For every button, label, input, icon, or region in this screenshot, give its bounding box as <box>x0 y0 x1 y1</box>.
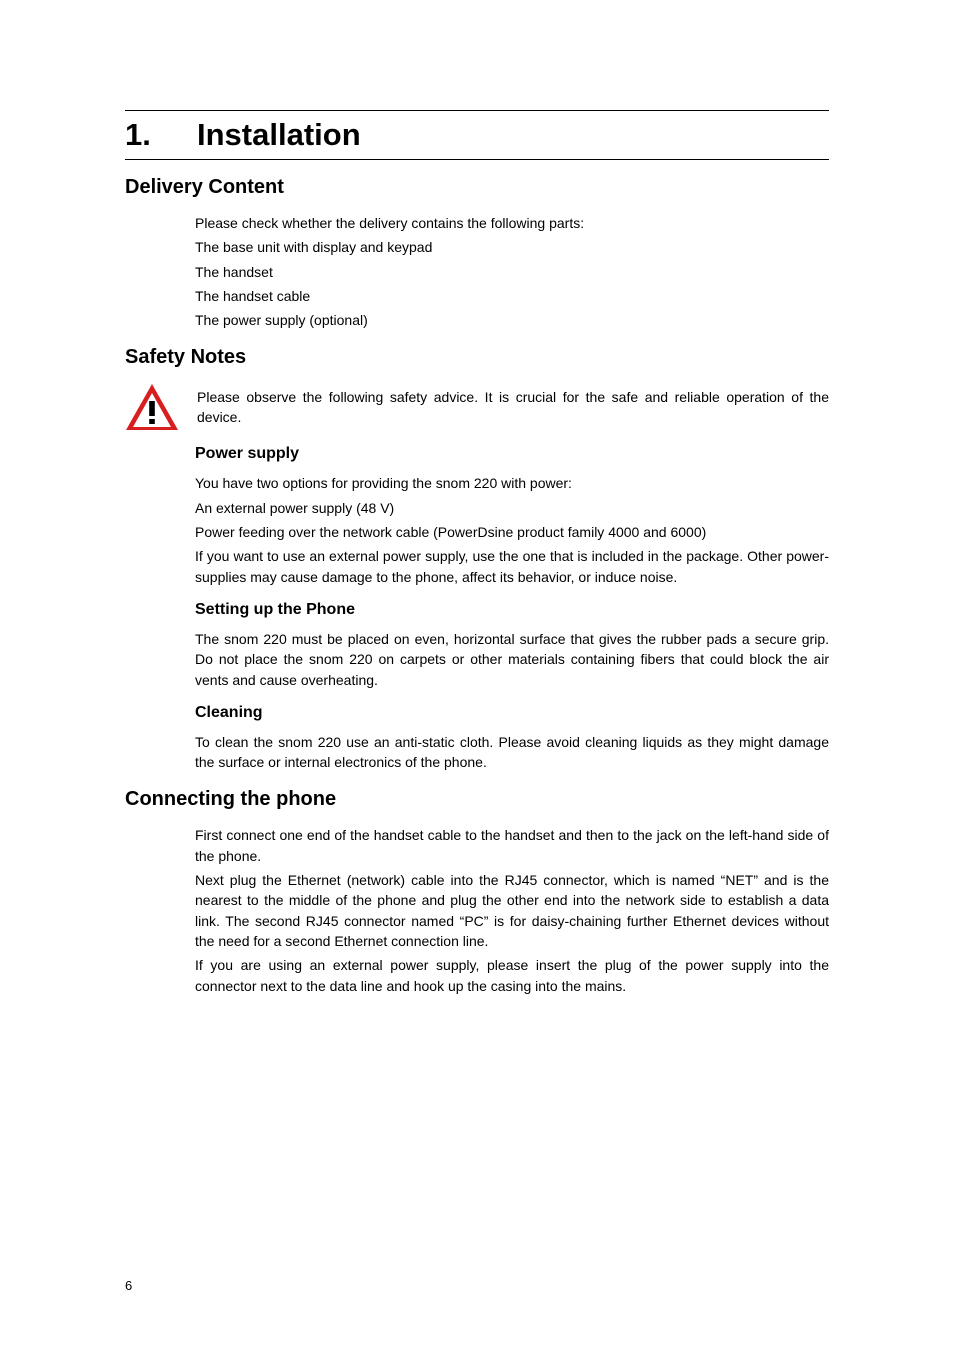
body-text: The handset cable <box>195 286 829 306</box>
body-text: The handset <box>195 262 829 282</box>
body-text: The snom 220 must be placed on even, hor… <box>195 629 829 690</box>
cleaning-content: To clean the snom 220 use an anti-static… <box>195 732 829 773</box>
chapter-number: 1. <box>125 117 197 153</box>
setup-content: The snom 220 must be placed on even, hor… <box>195 629 829 690</box>
body-text: To clean the snom 220 use an anti-static… <box>195 732 829 773</box>
power-content: You have two options for providing the s… <box>195 473 829 586</box>
heading-safety: Safety Notes <box>125 346 829 369</box>
chapter-title-text: Installation <box>197 117 361 152</box>
chapter-title: 1.Installation <box>125 115 829 160</box>
body-text: Power feeding over the network cable (Po… <box>195 522 829 542</box>
heading-power: Power supply <box>195 445 829 463</box>
body-text: Next plug the Ethernet (network) cable i… <box>195 870 829 951</box>
heading-cleaning: Cleaning <box>195 704 829 722</box>
body-text: You have two options for providing the s… <box>195 473 829 493</box>
connect-content: First connect one end of the handset cab… <box>195 825 829 995</box>
safety-intro: Please observe the following safety advi… <box>197 387 829 428</box>
warning-icon <box>125 383 179 431</box>
body-text: The base unit with display and keypad <box>195 237 829 257</box>
body-text: Please check whether the delivery contai… <box>195 213 829 233</box>
heading-setup: Setting up the Phone <box>195 601 829 619</box>
page-number: 6 <box>125 1278 132 1293</box>
heading-delivery: Delivery Content <box>125 176 829 199</box>
heading-connect: Connecting the phone <box>125 788 829 811</box>
body-text: If you want to use an external power sup… <box>195 546 829 587</box>
body-text: If you are using an external power suppl… <box>195 955 829 996</box>
delivery-content: Please check whether the delivery contai… <box>195 213 829 330</box>
body-text: First connect one end of the handset cab… <box>195 825 829 866</box>
body-text: An external power supply (48 V) <box>195 498 829 518</box>
body-text: The power supply (optional) <box>195 310 829 330</box>
